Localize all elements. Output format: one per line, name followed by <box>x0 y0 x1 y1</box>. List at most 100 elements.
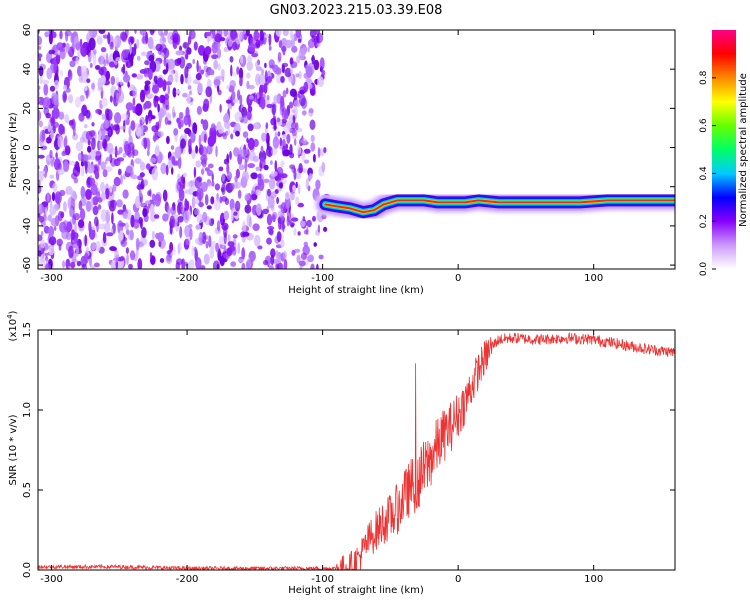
spectrogram-noise-blob <box>115 57 122 62</box>
spectrogram-noise-blob <box>204 46 212 55</box>
spectrogram-noise-blob <box>263 178 270 184</box>
spectrogram-noise-blob <box>90 82 96 90</box>
spectrogram-noise-blob <box>49 207 57 216</box>
spectrogram-noise-blob <box>109 185 113 193</box>
spectrogram-noise-blob <box>226 85 230 90</box>
spectrogram-noise-blob <box>231 90 236 100</box>
spectrogram-noise-blob <box>98 67 104 76</box>
spectrogram-noise-blob <box>319 57 325 70</box>
spectrogram-noise-blob <box>270 160 273 166</box>
spectrogram-noise-blob <box>70 229 76 241</box>
spectrogram-noise-blob <box>252 223 260 231</box>
spectrogram-noise-blob <box>191 245 194 257</box>
spectrogram-noise-blob <box>89 30 94 37</box>
spectrogram-noise-blob <box>263 164 269 171</box>
spectrogram-noise-blob <box>89 62 93 68</box>
spectrogram-noise-blob <box>121 113 129 121</box>
spectrogram-noise-blob <box>119 31 128 41</box>
spectrogram-noise-blob <box>202 160 206 169</box>
spectrogram-noise-blob <box>39 130 46 143</box>
spectrogram-noise-blob <box>255 166 261 171</box>
spectrogram-noise-blob <box>192 122 198 135</box>
x-tick-label: -300 <box>40 273 63 284</box>
spectrogram-noise-blob <box>54 79 59 90</box>
spectrogram-noise-blob <box>152 135 158 142</box>
spectrogram-noise-blob <box>273 64 279 75</box>
spectrogram-noise-blob <box>177 173 181 179</box>
spectrogram-noise-blob <box>139 69 148 74</box>
spectrogram-noise-blob <box>216 263 220 269</box>
spectrogram-noise-blob <box>110 228 113 233</box>
spectrogram-noise-blob <box>268 177 276 190</box>
spectrogram-noise-blob <box>294 138 297 146</box>
spectrogram-noise-blob <box>85 130 93 141</box>
snr-frame <box>37 329 676 571</box>
spectrogram-noise-blob <box>127 81 130 88</box>
spectrogram-noise-blob <box>273 94 281 104</box>
spectrogram-noise-blob <box>122 152 127 158</box>
spectrogram-noise-blob <box>77 165 81 173</box>
spectrogram-noise-blob <box>91 242 96 251</box>
spectrogram-noise-blob <box>198 65 202 76</box>
spectrogram-noise-blob <box>235 130 240 137</box>
spectrogram-noise-blob <box>102 138 107 149</box>
spectrogram-noise-blob <box>162 213 169 222</box>
spectrogram-noise-blob <box>48 245 55 256</box>
spectrogram-noise-blob <box>58 111 65 120</box>
spectrogram-noise-blob <box>105 156 112 162</box>
spectrogram-noise-blob <box>205 72 210 78</box>
spectrogram-noise-blob <box>149 252 153 259</box>
spectrogram-noise-blob <box>299 265 303 269</box>
spectrogram-noise-blob <box>211 54 218 60</box>
spectrogram-noise-blob <box>253 138 259 148</box>
spectrogram-noise-blob <box>78 74 83 83</box>
spectrogram-noise-blob <box>255 66 262 72</box>
spectrogram-noise-blob <box>286 133 291 144</box>
spectrogram-noise-blob <box>237 189 242 199</box>
spectrogram-noise-blob <box>232 234 238 239</box>
spectrogram-noise-blob <box>303 81 309 93</box>
spectrogram-noise-blob <box>219 255 225 267</box>
spectrogram-noise-blob <box>33 230 38 242</box>
spectrogram-noise-blob <box>184 189 192 194</box>
spectrogram-noise-blob <box>239 77 243 87</box>
snr-x-axis-label: Height of straight line (km) <box>288 585 424 596</box>
spectrogram-noise-blob <box>192 58 195 65</box>
spectrogram-noise-blob <box>167 85 171 95</box>
spectrogram-noise-blob <box>284 191 290 200</box>
spectrogram-noise-blob <box>283 258 288 269</box>
spectrogram-noise-blob <box>113 158 121 167</box>
colorbar-label: Normalized spectral amplitude <box>738 73 749 227</box>
spectrogram-noise-blob <box>313 59 320 71</box>
spectrogram-noise-blob <box>51 191 56 202</box>
spectrogram-noise-blob <box>130 36 135 44</box>
spectrogram-noise-blob <box>114 145 118 158</box>
spectrogram-noise-blob <box>301 150 306 162</box>
spectrogram-noise-blob <box>98 30 106 34</box>
spectrogram-noise-blob <box>311 54 315 65</box>
spectrogram-noise-blob <box>78 200 83 211</box>
spectrogram-noise-blob <box>192 79 200 85</box>
spectrogram-noise-blob <box>133 219 140 229</box>
spectrogram-noise-blob <box>188 30 196 40</box>
spectrogram-noise-blob <box>149 115 156 120</box>
snr-panel: -300 -200 -100 0 100 0.0 0.5 1.0 1.5 Height of … <box>6 310 676 596</box>
spectrogram-noise-blob <box>244 204 252 214</box>
spectrogram-noise-blob <box>241 247 246 260</box>
spectrogram-noise-blob <box>97 109 102 116</box>
spectrogram-noise-blob <box>245 261 250 269</box>
spectrogram-noise-blob <box>282 220 285 233</box>
spectrogram-noise-blob <box>225 99 232 104</box>
spectrogram-noise-blob <box>310 263 315 269</box>
spectrogram-noise-blob <box>90 183 98 196</box>
spectrogram-noise-blob <box>144 239 148 245</box>
spectrogram-noise-blob <box>85 189 92 200</box>
spectrogram-noise-blob <box>238 258 244 263</box>
spectrogram-signal-band <box>314 189 675 224</box>
spectrogram-noise-blob <box>241 170 249 183</box>
spectrogram-noise-blob <box>205 240 209 249</box>
spectrogram-noise-blob <box>68 245 74 258</box>
spectrogram-noise-blob <box>142 33 145 44</box>
spectrogram-noise-blob <box>244 158 248 172</box>
